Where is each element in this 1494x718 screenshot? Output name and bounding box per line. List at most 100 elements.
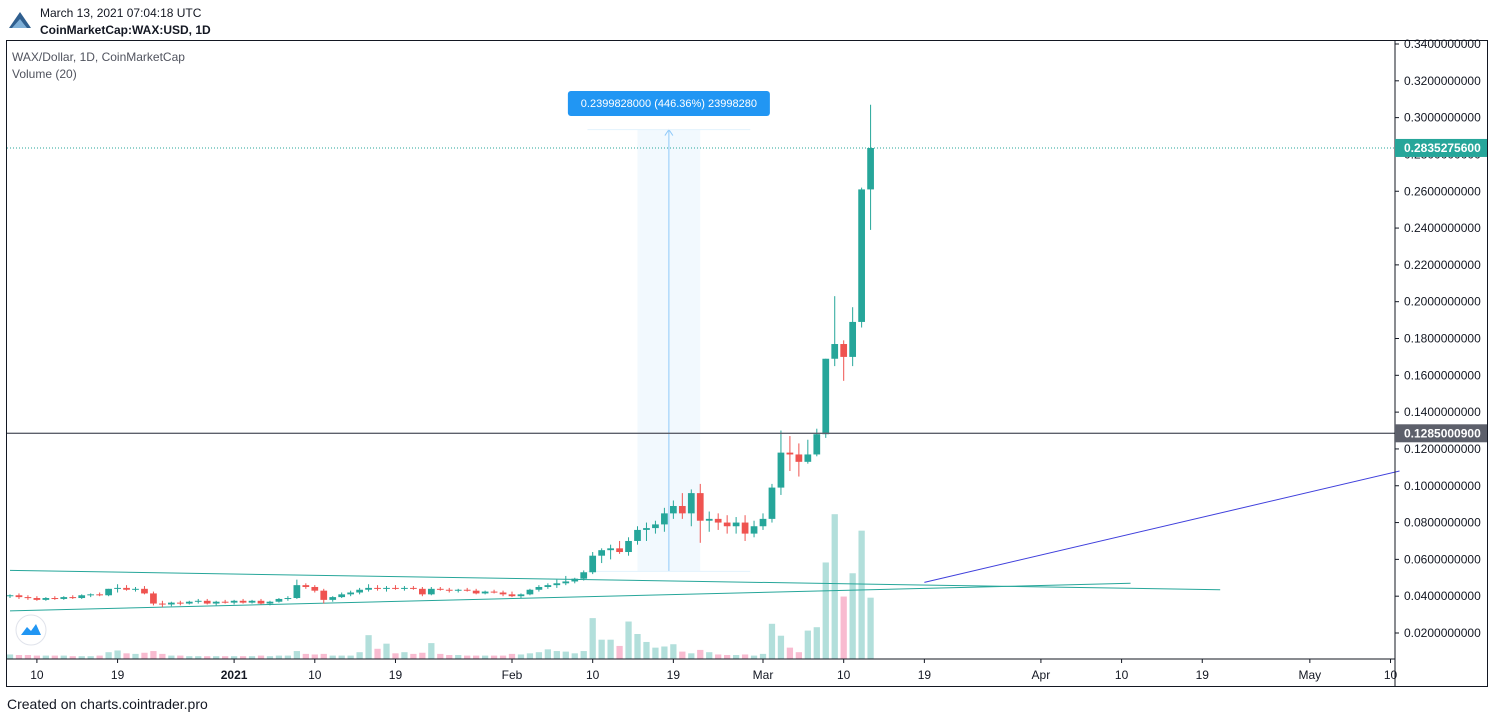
candle-body	[427, 588, 435, 595]
candle-body	[643, 528, 650, 530]
candle-body	[194, 600, 202, 602]
candle-body	[517, 594, 525, 597]
candle-body	[203, 600, 211, 604]
volume-bar	[186, 656, 193, 659]
candle-body	[687, 493, 695, 514]
candle-body	[60, 597, 68, 599]
volume-bar	[96, 655, 103, 659]
volume-bar	[392, 653, 399, 659]
level-tag-bg	[1395, 424, 1487, 443]
volume-bar	[607, 639, 614, 659]
candle-layer	[6, 104, 874, 608]
volume-bar	[706, 652, 713, 659]
candle-body	[293, 585, 301, 599]
volume-bar	[473, 655, 480, 659]
candle-body	[96, 594, 104, 596]
candle-body	[365, 587, 372, 590]
x-tick-label: Apr	[1032, 668, 1051, 682]
volume-bar	[275, 655, 283, 659]
candle-body	[248, 600, 256, 603]
volume-bar	[759, 653, 767, 659]
y-tick-label: 0.1400000000	[1404, 405, 1481, 419]
volume-bar	[177, 655, 184, 659]
volume-bar	[24, 655, 32, 659]
volume-bar	[365, 635, 372, 659]
candle-body	[589, 555, 597, 573]
cointrader-logo-icon	[9, 12, 31, 28]
volume-bar	[553, 651, 560, 659]
trendline-layer	[9, 470, 1400, 612]
candle-body	[741, 522, 749, 534]
candle-body	[705, 518, 713, 521]
candle-body	[132, 588, 139, 590]
candle-body	[239, 600, 247, 603]
volume-bar	[490, 655, 498, 659]
volume-layer	[6, 514, 874, 659]
candle-body	[481, 591, 489, 594]
volume-bar	[204, 656, 211, 659]
candle-body	[284, 598, 292, 600]
x-tick-label: 19	[667, 668, 681, 682]
volume-bar	[195, 656, 202, 659]
volume-bar	[123, 653, 130, 659]
candle-body	[392, 587, 399, 589]
volume-bar	[768, 623, 776, 659]
candle-body	[831, 344, 839, 359]
candle-body	[347, 592, 355, 595]
candle-body	[526, 589, 534, 595]
candle-body	[401, 587, 408, 589]
x-tick-label: Mar	[753, 668, 774, 682]
volume-bar	[464, 655, 471, 659]
candle-body	[230, 600, 238, 603]
footer-credit[interactable]: Created on charts.cointrader.pro	[7, 696, 208, 712]
candle-body	[69, 597, 77, 599]
candle-body	[562, 581, 570, 584]
candle-body	[544, 585, 552, 587]
volume-bar	[625, 621, 632, 659]
x-tick-label: 19	[1196, 668, 1210, 682]
candle-body	[311, 586, 319, 591]
measure-label-text: 0.2399828000 (446.36%) 23998280	[581, 98, 757, 110]
header-symbol: CoinMarketCap:WAX:USD, 1D	[40, 23, 211, 37]
candle-body	[634, 529, 641, 541]
candle-body	[33, 598, 41, 600]
candle-body	[867, 147, 874, 190]
y-tick-label: 0.1200000000	[1404, 442, 1481, 456]
trendline	[9, 582, 1131, 612]
volume-bar	[6, 654, 14, 659]
candle-body	[463, 589, 471, 591]
volume-bar	[105, 652, 112, 659]
volume-bar	[266, 656, 274, 659]
volume-bar	[544, 649, 552, 659]
candle-body	[114, 587, 121, 589]
volume-bar	[481, 655, 489, 659]
y-tick-label: 0.3000000000	[1404, 111, 1481, 125]
candle-body	[508, 594, 516, 597]
candle-body	[15, 595, 23, 598]
candle-body	[329, 597, 337, 600]
candle-body	[616, 548, 623, 553]
volume-bar	[508, 653, 516, 659]
volume-bar	[419, 652, 426, 659]
volume-bar	[168, 655, 175, 659]
candle-body	[105, 588, 112, 596]
candle-body	[849, 321, 857, 357]
x-tick-label: 2021	[221, 668, 248, 682]
x-tick-label: Feb	[502, 668, 523, 682]
candle-body	[445, 589, 453, 591]
candle-body	[678, 505, 686, 514]
header-timestamp: March 13, 2021 07:04:18 UTC	[40, 6, 202, 20]
candle-body	[454, 589, 462, 591]
level-tag-text: 0.1285000900	[1404, 426, 1481, 440]
volume-bar	[320, 653, 327, 659]
volume-bar	[213, 656, 220, 659]
candle-body	[696, 493, 704, 521]
x-tick-label: 10	[1384, 668, 1398, 682]
candle-body	[598, 550, 606, 556]
volume-bar	[347, 655, 354, 659]
candle-body	[670, 505, 677, 514]
volume-bar	[535, 652, 543, 659]
legend-volume: Volume (20)	[12, 67, 77, 81]
volume-bar	[437, 653, 444, 659]
